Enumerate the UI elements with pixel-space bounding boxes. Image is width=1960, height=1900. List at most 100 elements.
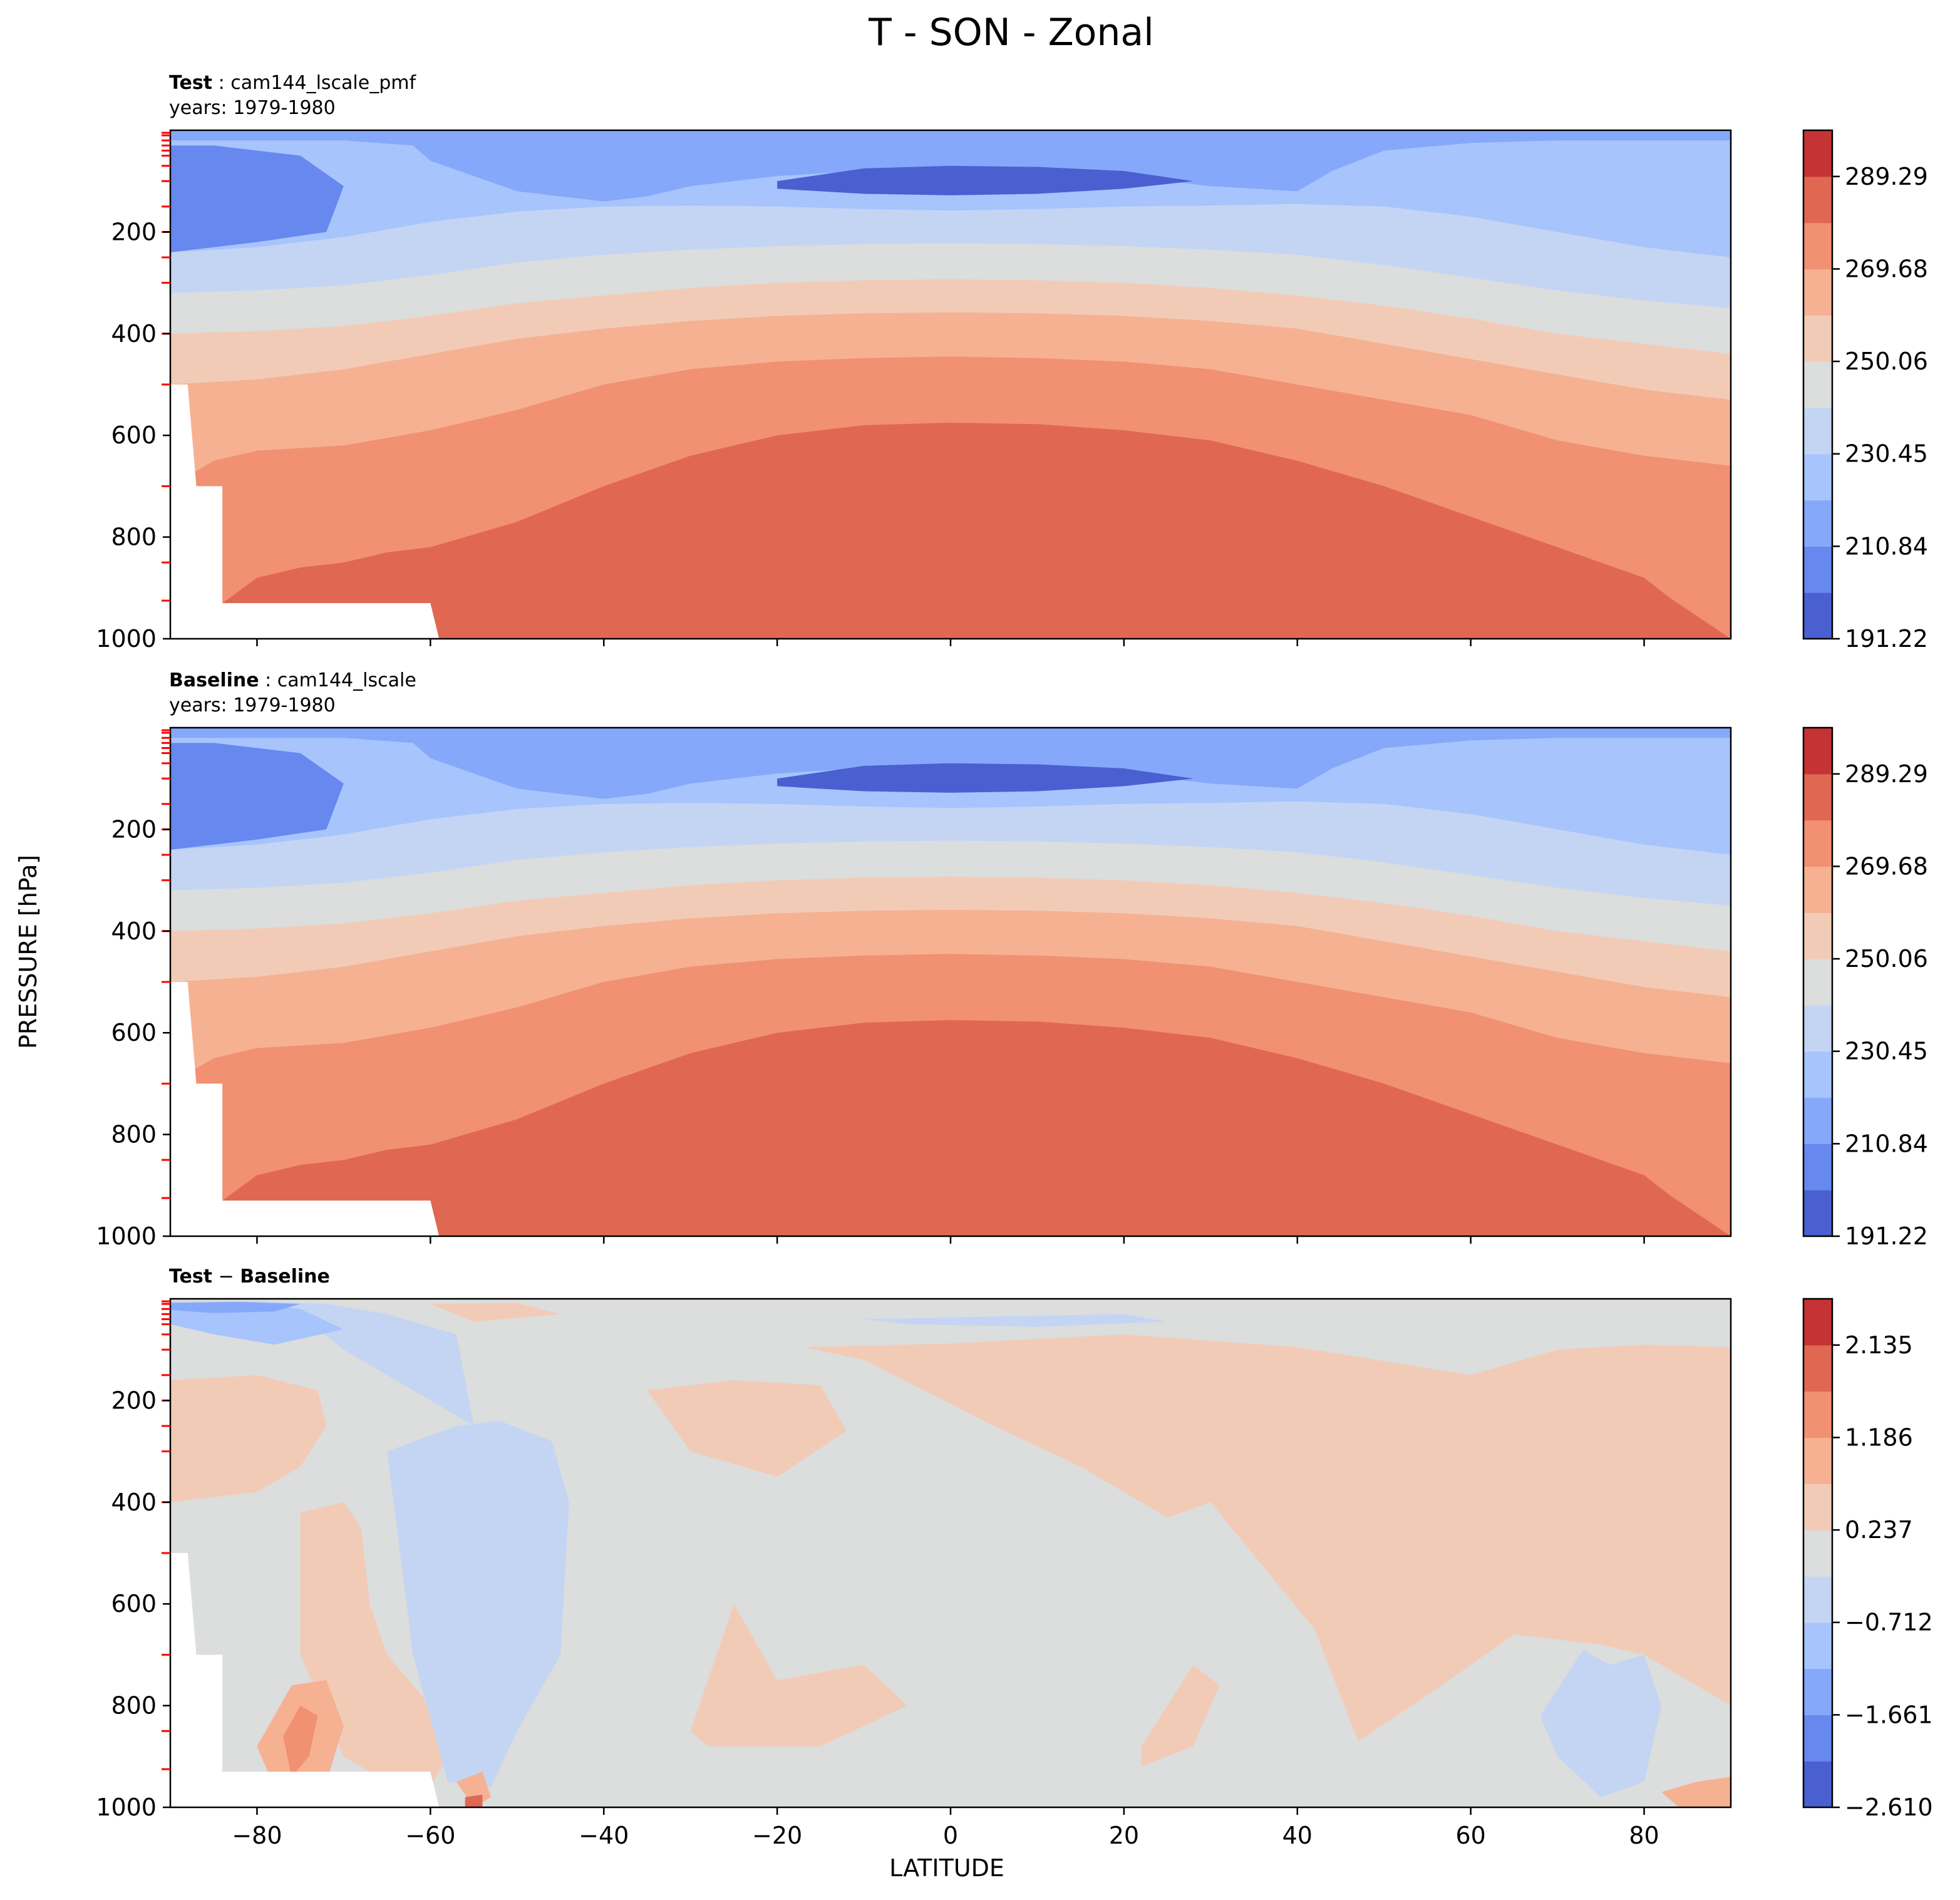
panel-difference-xtick-label-2: −40 bbox=[579, 1822, 629, 1849]
panel-baseline-ytick-label-2: 600 bbox=[111, 1019, 157, 1046]
panel-test-ytick-label-1: 400 bbox=[111, 320, 157, 348]
panel-test-colorbar-seg-1 bbox=[1803, 546, 1832, 593]
panel-difference-xtick-label-5: 20 bbox=[1109, 1822, 1139, 1849]
panel-difference-colorbar-seg-6 bbox=[1803, 1484, 1832, 1531]
panel-test-colorbar-seg-3 bbox=[1803, 453, 1832, 501]
panel-difference-colorbar-seg-10 bbox=[1803, 1299, 1832, 1346]
panel-difference-ytick-label-4: 1000 bbox=[96, 1794, 157, 1821]
panel-difference-xtick-label-8: 80 bbox=[1629, 1822, 1659, 1849]
panel-baseline-axes: 200 400 600 800 1000 bbox=[96, 729, 1645, 1250]
panel-difference-ytick-label-1: 400 bbox=[111, 1489, 157, 1516]
panel-baseline-field bbox=[170, 728, 1731, 1236]
panel-difference-axes: 200 400 600 800 1000 −80 −60 −40 −20 0 20 40 60 80 bbox=[96, 1300, 1659, 1849]
panel-difference-title-op: − bbox=[212, 1266, 240, 1288]
panel-baseline-band-0 bbox=[777, 763, 1194, 793]
panel-difference-missing-mask bbox=[170, 1553, 440, 1807]
panel-test-ytick-label-0: 200 bbox=[111, 218, 157, 245]
panel-difference-region-7 bbox=[170, 1301, 474, 1426]
panel-difference-colorbar-label-5: 2.135 bbox=[1845, 1331, 1913, 1359]
panel-baseline-colorbar-label-0: 191.22 bbox=[1845, 1222, 1928, 1250]
panel-baseline-colorbar-label-3: 250.06 bbox=[1845, 945, 1928, 973]
panel-difference-colorbar-frame bbox=[1802, 1298, 1834, 1809]
panel-difference-colorbar-seg-1 bbox=[1803, 1715, 1832, 1762]
panel-difference-region-8 bbox=[387, 1420, 569, 1787]
panel-difference-title-bold2: Baseline bbox=[240, 1266, 330, 1288]
panel-test-title-bold: Test bbox=[169, 72, 212, 94]
panel-difference-region-0 bbox=[170, 1375, 327, 1502]
panel-baseline-colorbar-seg-2 bbox=[1803, 1097, 1832, 1144]
panel-test-missing-mask bbox=[170, 385, 440, 639]
panel-difference-region-11 bbox=[170, 1304, 344, 1345]
panel-difference-colorbar-seg-8 bbox=[1803, 1391, 1832, 1438]
panel-baseline-band-1 bbox=[170, 743, 344, 850]
panel-test-colorbar-label-0: 191.22 bbox=[1845, 625, 1928, 653]
panel-baseline-colorbar-label-4: 269.68 bbox=[1845, 852, 1928, 880]
panel-baseline-colorbar-label-5: 289.29 bbox=[1845, 760, 1928, 788]
panel-baseline-colorbar-seg-3 bbox=[1803, 1051, 1832, 1098]
panel-difference-region-10 bbox=[864, 1314, 1168, 1327]
panel-difference-region-6 bbox=[1141, 1665, 1220, 1767]
panel-difference-title: Test − Baseline bbox=[169, 1266, 330, 1288]
panel-test-title: Test : cam144_lscale_pmf bbox=[169, 72, 416, 94]
panel-test-ytick-label-2: 600 bbox=[111, 421, 157, 449]
panel-difference-ytick-label-3: 800 bbox=[111, 1692, 157, 1720]
panel-difference-xtick-label-3: −20 bbox=[752, 1822, 802, 1849]
panel-difference-region-17 bbox=[465, 1794, 483, 1807]
panel-test-colorbar-seg-2 bbox=[1803, 500, 1832, 547]
panel-baseline-colorbar: 191.22 210.84 230.45 250.06 269.68 289.29 bbox=[1802, 726, 1928, 1250]
panel-test-colorbar-label-5: 289.29 bbox=[1845, 163, 1928, 190]
figure-title: T - SON - Zonal bbox=[868, 11, 1154, 54]
panel-baseline-colorbar-seg-7 bbox=[1803, 866, 1832, 913]
panel-test-colorbar-label-2: 230.45 bbox=[1845, 440, 1928, 468]
panel-difference-colorbar-label-4: 1.186 bbox=[1845, 1423, 1913, 1451]
panel-baseline-ytick-label-4: 1000 bbox=[96, 1222, 157, 1250]
panel-baseline-colorbar-seg-9 bbox=[1803, 773, 1832, 821]
panel-baseline-ytick-label-0: 200 bbox=[111, 815, 157, 843]
panel-difference-colorbar: −2.610 −1.661 −0.712 0.237 1.186 2.135 bbox=[1802, 1298, 1933, 1821]
panel-baseline-colorbar-seg-4 bbox=[1803, 1004, 1832, 1052]
panel-difference-colorbar-seg-7 bbox=[1803, 1437, 1832, 1484]
panel-test-ytick-label-4: 1000 bbox=[96, 625, 157, 653]
panel-difference-colorbar-label-0: −2.610 bbox=[1845, 1794, 1933, 1821]
panel-baseline-colorbar-seg-5 bbox=[1803, 959, 1832, 1006]
panel-baseline-colorbar-label-2: 230.45 bbox=[1845, 1038, 1928, 1065]
panel-difference-region-4 bbox=[803, 1334, 1731, 1742]
panel-test-colorbar-label-4: 269.68 bbox=[1845, 255, 1928, 282]
panel-difference-colorbar-seg-2 bbox=[1803, 1668, 1832, 1715]
panel-difference-region-3 bbox=[690, 1604, 907, 1747]
panel-difference-title-bold: Test bbox=[169, 1266, 212, 1288]
panel-baseline: Baseline : cam144_lscale years: 1979-198… bbox=[96, 669, 1928, 1250]
panel-difference-field bbox=[170, 1299, 1731, 1807]
panel-difference-ytick-label-0: 200 bbox=[111, 1386, 157, 1414]
panel-difference-xtick-label-7: 60 bbox=[1455, 1822, 1485, 1849]
panel-test-colorbar-seg-6 bbox=[1803, 315, 1832, 362]
panel-test-colorbar: 191.22 210.84 230.45 250.06 269.68 289.29 bbox=[1802, 129, 1928, 653]
panel-baseline-colorbar-seg-0 bbox=[1803, 1190, 1832, 1237]
panel-test-colorbar-seg-4 bbox=[1803, 407, 1832, 455]
panel-test-colorbar-seg-7 bbox=[1803, 269, 1832, 316]
panel-difference-xtick-label-6: 40 bbox=[1282, 1822, 1313, 1849]
panel-baseline-missing-mask bbox=[170, 982, 440, 1236]
panel-difference-colorbar-seg-4 bbox=[1803, 1576, 1832, 1623]
panel-test-colorbar-label-1: 210.84 bbox=[1845, 532, 1928, 560]
panel-test-ytick-label-3: 800 bbox=[111, 524, 157, 551]
panel-difference-region-16 bbox=[1661, 1777, 1731, 1807]
panel-difference-colorbar-label-3: 0.237 bbox=[1845, 1516, 1913, 1544]
panel-test: Test : cam144_lscale_pmf years: 1979-198… bbox=[96, 72, 1928, 653]
panel-baseline-colorbar-frame bbox=[1802, 726, 1834, 1237]
panel-baseline-colorbar-seg-10 bbox=[1803, 728, 1832, 775]
panel-test-band-1 bbox=[170, 145, 344, 252]
panel-test-colorbar-seg-10 bbox=[1803, 130, 1832, 177]
panel-test-colorbar-frame bbox=[1802, 129, 1834, 640]
panel-test-subtitle: years: 1979-1980 bbox=[169, 97, 336, 119]
panel-baseline-ytick-label-1: 400 bbox=[111, 917, 157, 945]
panel-baseline-subtitle: years: 1979-1980 bbox=[169, 694, 336, 716]
panel-difference-region-5 bbox=[430, 1303, 560, 1322]
panel-test-axes: 200 400 600 800 1000 bbox=[96, 132, 1645, 653]
panel-test-colorbar-seg-0 bbox=[1803, 592, 1832, 639]
panel-difference-xtick-label-0: −80 bbox=[232, 1822, 282, 1849]
panel-difference-region-9 bbox=[1540, 1650, 1662, 1797]
panel-test-colorbar-label-3: 250.06 bbox=[1845, 348, 1928, 375]
panel-difference-xtick-label-4: 0 bbox=[943, 1822, 958, 1849]
